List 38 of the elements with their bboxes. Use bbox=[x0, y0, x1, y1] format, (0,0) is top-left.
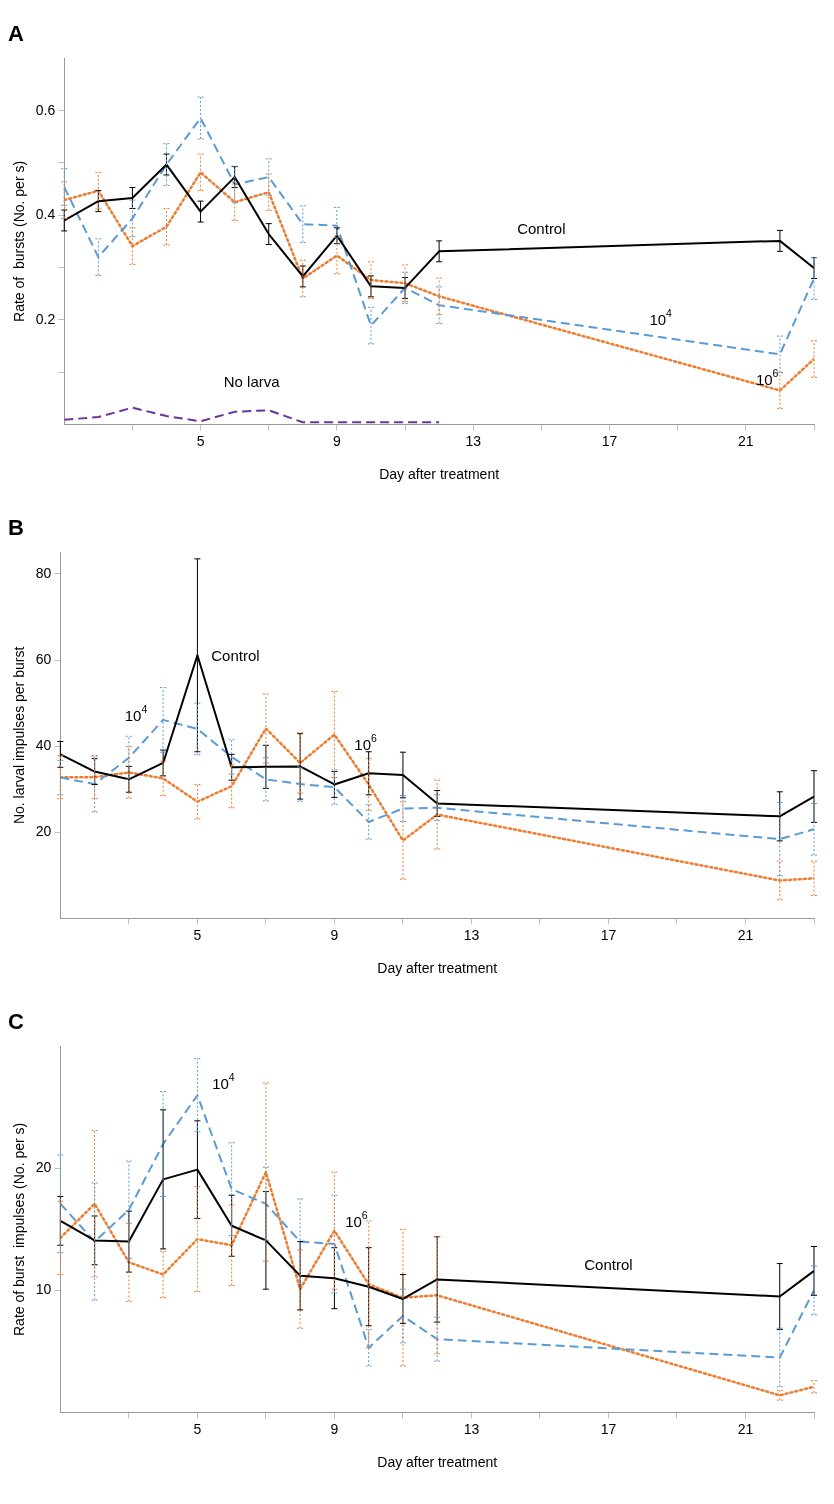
x-tick-label: 13 bbox=[465, 432, 482, 449]
chart-title: B bbox=[8, 515, 24, 541]
y-tick-label: 40 bbox=[35, 737, 52, 754]
y-tick-label: 0.6 bbox=[35, 101, 56, 118]
y-axis-title: Rate of burst impulses (No. per s) bbox=[11, 1122, 28, 1336]
line-series bbox=[64, 406, 441, 424]
series-label: No larva bbox=[223, 373, 281, 391]
x-tick-label: 5 bbox=[196, 432, 205, 449]
x-tick-label: 13 bbox=[463, 926, 480, 943]
x-tick-label: 21 bbox=[737, 926, 754, 943]
y-tick-label: 80 bbox=[35, 564, 52, 581]
y-axis-title: No. larval impulses per burst bbox=[11, 646, 28, 825]
x-tick-label: 17 bbox=[601, 432, 618, 449]
series-label: Control bbox=[517, 220, 566, 238]
chart-title: A bbox=[8, 21, 24, 47]
x-tick-label: 21 bbox=[737, 1420, 754, 1437]
x-tick-label: 21 bbox=[738, 432, 754, 449]
series-label: Control bbox=[584, 1256, 633, 1274]
x-axis-title: Day after treatment bbox=[377, 960, 498, 977]
y-tick-label: 10 bbox=[35, 1281, 52, 1298]
x-axis-title: Day after treatment bbox=[379, 466, 500, 483]
y-tick-label: 20 bbox=[35, 823, 52, 840]
x-tick-label: 5 bbox=[193, 1420, 202, 1437]
x-tick-label: 9 bbox=[330, 926, 339, 943]
y-tick-label: 0.4 bbox=[35, 206, 56, 223]
chart-title: C bbox=[8, 1009, 24, 1035]
x-axis-title: Day after treatment bbox=[377, 1454, 498, 1471]
y-axis-title: Rate of bursts (No. per s) bbox=[11, 160, 28, 322]
series-label: Control bbox=[211, 647, 260, 665]
x-tick-label: 17 bbox=[600, 926, 617, 943]
y-tick-label: 0.2 bbox=[35, 310, 56, 327]
x-tick-label: 17 bbox=[600, 1420, 617, 1437]
x-tick-label: 13 bbox=[463, 1420, 480, 1437]
x-tick-label: 9 bbox=[333, 432, 341, 449]
y-tick-label: 20 bbox=[35, 1159, 52, 1176]
y-tick-label: 60 bbox=[35, 650, 52, 667]
x-tick-label: 9 bbox=[330, 1420, 339, 1437]
x-tick-label: 5 bbox=[193, 926, 202, 943]
